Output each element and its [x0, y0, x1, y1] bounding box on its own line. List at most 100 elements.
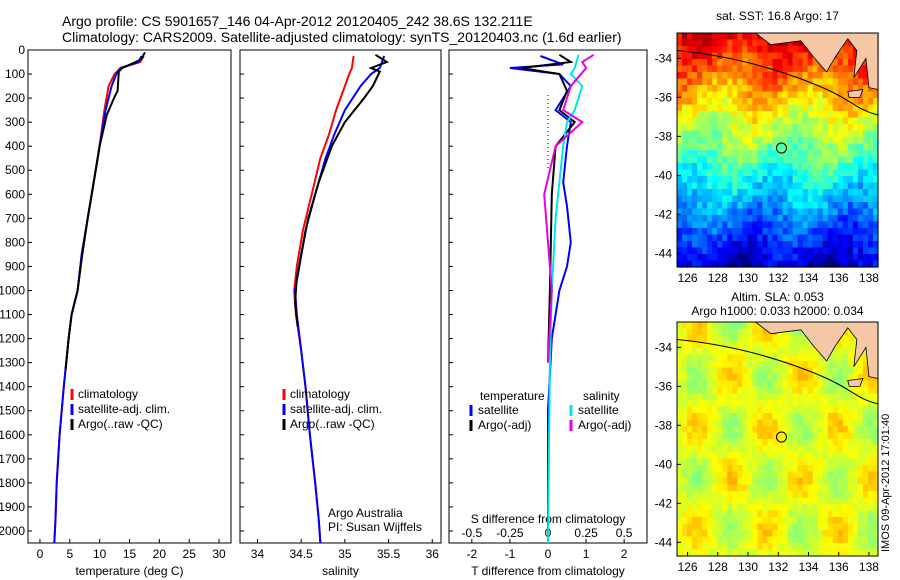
- heatmap-cell: [837, 169, 844, 177]
- heatmap-cell: [682, 406, 688, 414]
- heatmap-cell: [717, 452, 723, 460]
- heatmap-cell: [837, 59, 844, 67]
- heatmap-cell: [817, 124, 824, 132]
- heatmap-cell: [707, 33, 713, 41]
- heatmap-cell: [682, 208, 688, 216]
- heatmap-cell: [697, 260, 703, 268]
- y-tick-label: 700: [5, 211, 25, 225]
- heatmap-cell: [697, 465, 703, 473]
- heatmap-cell: [762, 59, 769, 67]
- heatmap-cell: [717, 491, 723, 499]
- heatmap-cell: [757, 176, 764, 184]
- heatmap-cell: [867, 195, 874, 203]
- heatmap-cell: [787, 117, 794, 125]
- heatmap-cell: [742, 39, 748, 47]
- heatmap-cell: [722, 111, 728, 119]
- heatmap-cell: [712, 497, 718, 505]
- heatmap-cell: [677, 471, 683, 479]
- heatmap-cell: [742, 510, 748, 518]
- heatmap-cell: [807, 221, 814, 229]
- heatmap-cell: [767, 536, 774, 544]
- heatmap-cell: [732, 504, 738, 512]
- heatmap-cell: [782, 137, 789, 145]
- heatmap-cell: [722, 549, 728, 557]
- heatmap-cell: [822, 215, 829, 223]
- heatmap-cell: [862, 143, 869, 151]
- heatmap-cell: [772, 208, 779, 216]
- heatmap-cell: [802, 426, 809, 434]
- heatmap-cell: [752, 228, 759, 236]
- heatmap-cell: [697, 254, 703, 262]
- heatmap-cell: [767, 215, 774, 223]
- heatmap-cell: [737, 341, 743, 349]
- heatmap-cell: [687, 247, 693, 255]
- heatmap-cell: [737, 439, 743, 447]
- heatmap-cell: [742, 348, 748, 356]
- heatmap-cell: [812, 111, 819, 119]
- heatmap-cell: [852, 156, 859, 164]
- heatmap-cell: [762, 426, 769, 434]
- heatmap-cell: [867, 452, 874, 460]
- heatmap-cell: [822, 445, 829, 453]
- heatmap-cell: [832, 367, 839, 375]
- heatmap-cell: [862, 400, 869, 408]
- heatmap-cell: [827, 85, 834, 93]
- heatmap-cell: [747, 169, 753, 177]
- heatmap-cell: [687, 254, 693, 262]
- heatmap-cell: [782, 260, 789, 268]
- heatmap-cell: [682, 432, 688, 440]
- heatmap-cell: [767, 163, 774, 171]
- heatmap-cell: [702, 517, 708, 525]
- heatmap-cell: [722, 419, 728, 427]
- heatmap-cell: [797, 137, 804, 145]
- lat-tick-label: -34: [655, 340, 673, 354]
- heatmap-cell: [847, 465, 854, 473]
- heatmap-cell: [742, 124, 748, 132]
- heatmap-cell: [757, 65, 764, 73]
- heatmap-cell: [817, 400, 824, 408]
- heatmap-cell: [702, 182, 708, 190]
- heatmap-cell: [707, 530, 713, 538]
- heatmap-cell: [772, 221, 779, 229]
- heatmap-cell: [872, 393, 879, 401]
- heatmap-cell: [722, 150, 728, 158]
- heatmap-cell: [792, 491, 799, 499]
- heatmap-cell: [782, 361, 789, 369]
- heatmap-cell: [822, 117, 829, 125]
- heatmap-cell: [737, 52, 743, 60]
- heatmap-cell: [812, 78, 819, 86]
- heatmap-cell: [752, 169, 759, 177]
- heatmap-cell: [817, 393, 824, 401]
- heatmap-cell: [817, 215, 824, 223]
- heatmap-cell: [682, 361, 688, 369]
- heatmap-cell: [777, 517, 784, 525]
- lat-tick-label: -44: [655, 535, 673, 549]
- x-tick-label: 30: [212, 547, 226, 561]
- heatmap-cell: [837, 439, 844, 447]
- heatmap-cell: [822, 104, 829, 112]
- shelf-contour: [676, 339, 879, 405]
- heatmap-cell: [697, 543, 703, 551]
- heatmap-cell: [787, 78, 794, 86]
- heatmap-cell: [732, 59, 738, 67]
- heatmap-cell: [772, 452, 779, 460]
- heatmap-cell: [737, 156, 743, 164]
- heatmap-cell: [792, 380, 799, 388]
- heatmap-cell: [757, 380, 764, 388]
- heatmap-cell: [842, 163, 849, 171]
- heatmap-cell: [702, 215, 708, 223]
- heatmap-cell: [872, 150, 879, 158]
- x-axis-label: temperature (deg C): [75, 564, 183, 578]
- heatmap-cell: [727, 491, 733, 499]
- heatmap-cell: [707, 400, 713, 408]
- heatmap-cell: [802, 202, 809, 210]
- heatmap-cell: [837, 432, 844, 440]
- heatmap-cell: [842, 478, 849, 486]
- heatmap-cell: [687, 523, 693, 531]
- heatmap-cell: [807, 484, 814, 492]
- heatmap-cell: [677, 536, 683, 544]
- heatmap-cell: [707, 432, 713, 440]
- heatmap-cell: [707, 98, 713, 106]
- heatmap-cell: [752, 400, 759, 408]
- heatmap-cell: [812, 458, 819, 466]
